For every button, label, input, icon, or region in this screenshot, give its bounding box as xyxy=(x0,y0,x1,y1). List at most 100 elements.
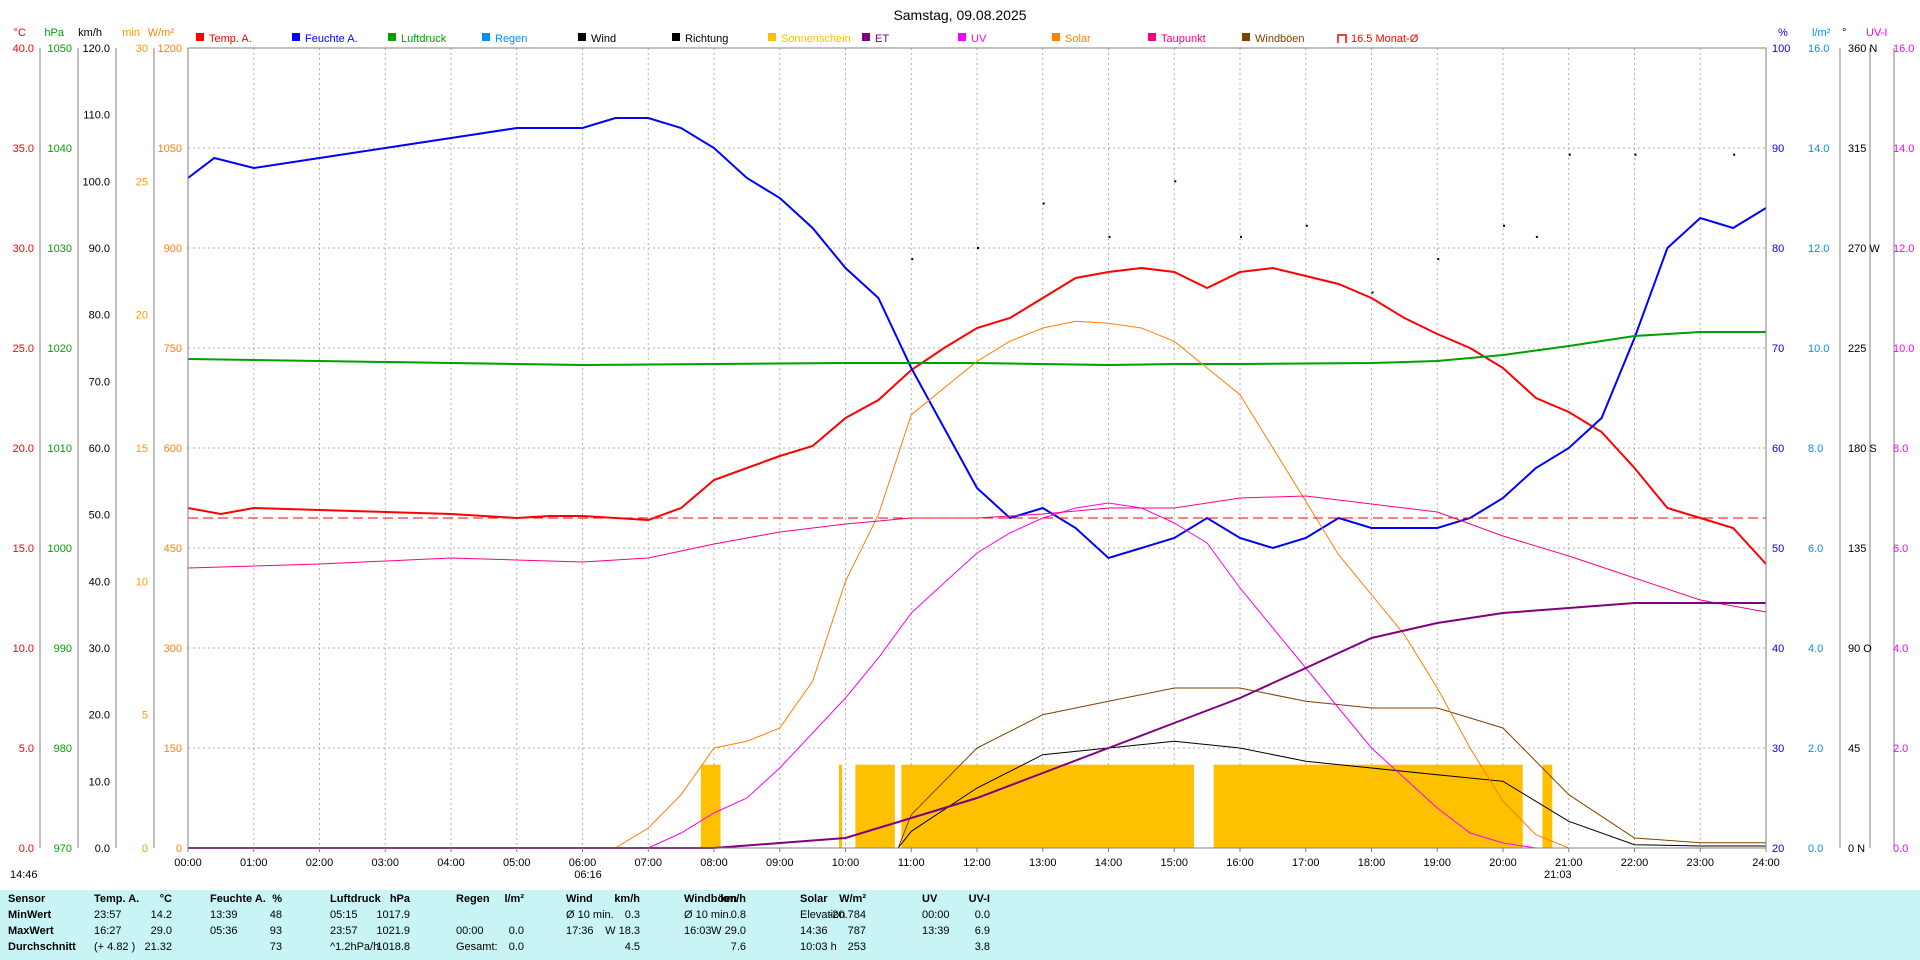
legend-item: Richtung xyxy=(672,33,728,45)
axis-tick-label: 14.0 xyxy=(1808,143,1829,155)
legend-marker xyxy=(578,33,586,41)
axis-tick-label: 80.0 xyxy=(89,310,110,322)
x-tick-label: 05:00 xyxy=(503,857,531,869)
axis-tick-label: 25.0 xyxy=(13,343,34,355)
axis-unit: km/h xyxy=(78,27,102,39)
x-tick-label: 21:00 xyxy=(1555,857,1583,869)
stats-table: Sensor Temp. A. °C Feuchte A.% Luftdruck hPa R… xyxy=(0,890,1920,960)
axis-tick-label: 80 xyxy=(1772,243,1784,255)
stats-cell: Ø 10 min. xyxy=(566,909,614,921)
legend-item: ET xyxy=(862,33,889,45)
stats-cell: 1018.8 xyxy=(376,941,410,953)
stats-cell: 0.0 xyxy=(508,941,524,953)
axis-tick-label: 5.0 xyxy=(19,743,34,755)
axis-tick-label: 35.0 xyxy=(13,143,34,155)
stats-cell: 16:03 xyxy=(684,925,712,937)
axis-tick-label: 1040 xyxy=(48,143,72,155)
axis-tick-label: 100 xyxy=(1772,43,1790,55)
stats-cell: Solar xyxy=(800,893,828,905)
stats-cell: W/m² xyxy=(839,893,866,905)
stats-cell: Ø 10 min. xyxy=(684,909,732,921)
x-tick-label: 01:00 xyxy=(240,857,268,869)
legend-marker xyxy=(1242,33,1250,41)
legend-marker xyxy=(1052,33,1060,41)
axis-tick-label: 1030 xyxy=(48,243,72,255)
stats-cell: Feuchte A. xyxy=(210,893,266,905)
axis-unit: % xyxy=(1778,27,1788,39)
axis-tick-label: 40 xyxy=(1772,643,1784,655)
legend-marker xyxy=(1148,33,1156,41)
stats-cell: 1021.9 xyxy=(376,925,410,937)
stats-cell: Elevation xyxy=(800,909,846,921)
series-line-luftdruck xyxy=(187,331,1766,367)
stats-cell: Wind xyxy=(566,893,593,905)
axis-tick-label: 2.0 xyxy=(1893,743,1908,755)
x-tick-label: 12:00 xyxy=(963,857,991,869)
x-axis: 00:00 01:00 02:00 03:00 04:00 05:00 06:00 07:00… xyxy=(10,848,1780,881)
legend-label: Feuchte A. xyxy=(305,33,358,45)
axis-tick-label: 70 xyxy=(1772,343,1784,355)
axis-unit: l/m² xyxy=(1812,27,1831,39)
axis-tick-label: 180 S xyxy=(1848,443,1877,455)
stats-cell: 23:57 xyxy=(330,925,358,937)
axis-tick-label: 10.0 xyxy=(1808,343,1829,355)
stats-cell: hPa xyxy=(389,893,410,905)
axis-tick-label: 270 W xyxy=(1848,243,1880,255)
direction-point xyxy=(1371,291,1374,294)
x-tick-label: 06:00 xyxy=(569,857,597,869)
legend-marker xyxy=(1337,34,1347,43)
legend-marker xyxy=(292,33,300,41)
plot-area xyxy=(187,117,1767,849)
direction-point xyxy=(1174,180,1177,183)
axis-tick-label: 8.0 xyxy=(1893,443,1908,455)
legend-label: ET xyxy=(875,33,889,45)
x-tick-label: 16:00 xyxy=(1226,857,1254,869)
axis-tick-label: 90 xyxy=(1772,143,1784,155)
x-tick-label: 00:00 xyxy=(174,857,202,869)
axis-tick-label: 2.0 xyxy=(1808,743,1823,755)
axis-tick-label: 110.0 xyxy=(83,110,110,122)
axis-tick-label: 4.0 xyxy=(1808,643,1823,655)
legend-item: Feuchte A. xyxy=(292,33,358,45)
axis-unit: hPa xyxy=(44,27,64,39)
x-tick-label: 20:00 xyxy=(1489,857,1517,869)
axis-tick-label: 0.0 xyxy=(1893,843,1908,855)
legend-label: 16.5 Monat-Ø xyxy=(1351,33,1419,45)
stats-cell: 6.9 xyxy=(974,925,990,937)
stats-cell: 3.8 xyxy=(974,941,990,953)
axis-tick-label: 20 xyxy=(136,310,148,322)
x-tick-label: 22:00 xyxy=(1621,857,1649,869)
sunshine-block xyxy=(1213,764,1523,848)
axis-tick-label: 10.0 xyxy=(1893,343,1914,355)
axis-tick-label: 30 xyxy=(136,43,148,55)
legend-marker xyxy=(388,33,396,41)
legend-label: Windböen xyxy=(1255,33,1305,45)
x-tick-label: 24:00 xyxy=(1752,857,1780,869)
axis-tick-label: 1000 xyxy=(48,543,72,555)
axis-tick-label: 4.0 xyxy=(1893,643,1908,655)
stats-cell: 4.5 xyxy=(624,941,640,953)
axis-tick-label: 10.0 xyxy=(89,776,110,788)
axis-tick-label: 30.0 xyxy=(89,643,110,655)
x-tick-label: 08:00 xyxy=(700,857,728,869)
sunshine-block xyxy=(855,764,895,848)
legend-label: Solar xyxy=(1065,33,1091,45)
axis-tick-label: 90 O xyxy=(1848,643,1872,655)
stats-cell: 13:39 xyxy=(922,925,950,937)
axis-tick-label: 360 N xyxy=(1848,43,1877,55)
legend-label: Wind xyxy=(591,33,616,45)
axis-tick-label: 135 xyxy=(1848,543,1866,555)
direction-point xyxy=(1042,202,1045,205)
stats-cell: 21.32 xyxy=(144,941,172,953)
series-line-wind xyxy=(188,740,1766,849)
axis-tick-label: 980 xyxy=(54,743,72,755)
stats-cell: 787 xyxy=(847,925,866,937)
legend-label: Richtung xyxy=(685,33,728,45)
legend-marker xyxy=(672,33,680,41)
axis-unit: min xyxy=(122,27,140,39)
axis-tick-label: 5 xyxy=(142,710,148,722)
axis-tick-label: 40.0 xyxy=(89,576,110,588)
legend: Temp. A. Feuchte A. Luftdruck Regen Wind Rich… xyxy=(196,33,1419,45)
series-line-windb-en xyxy=(188,687,1766,849)
legend-label: Luftdruck xyxy=(401,33,447,45)
